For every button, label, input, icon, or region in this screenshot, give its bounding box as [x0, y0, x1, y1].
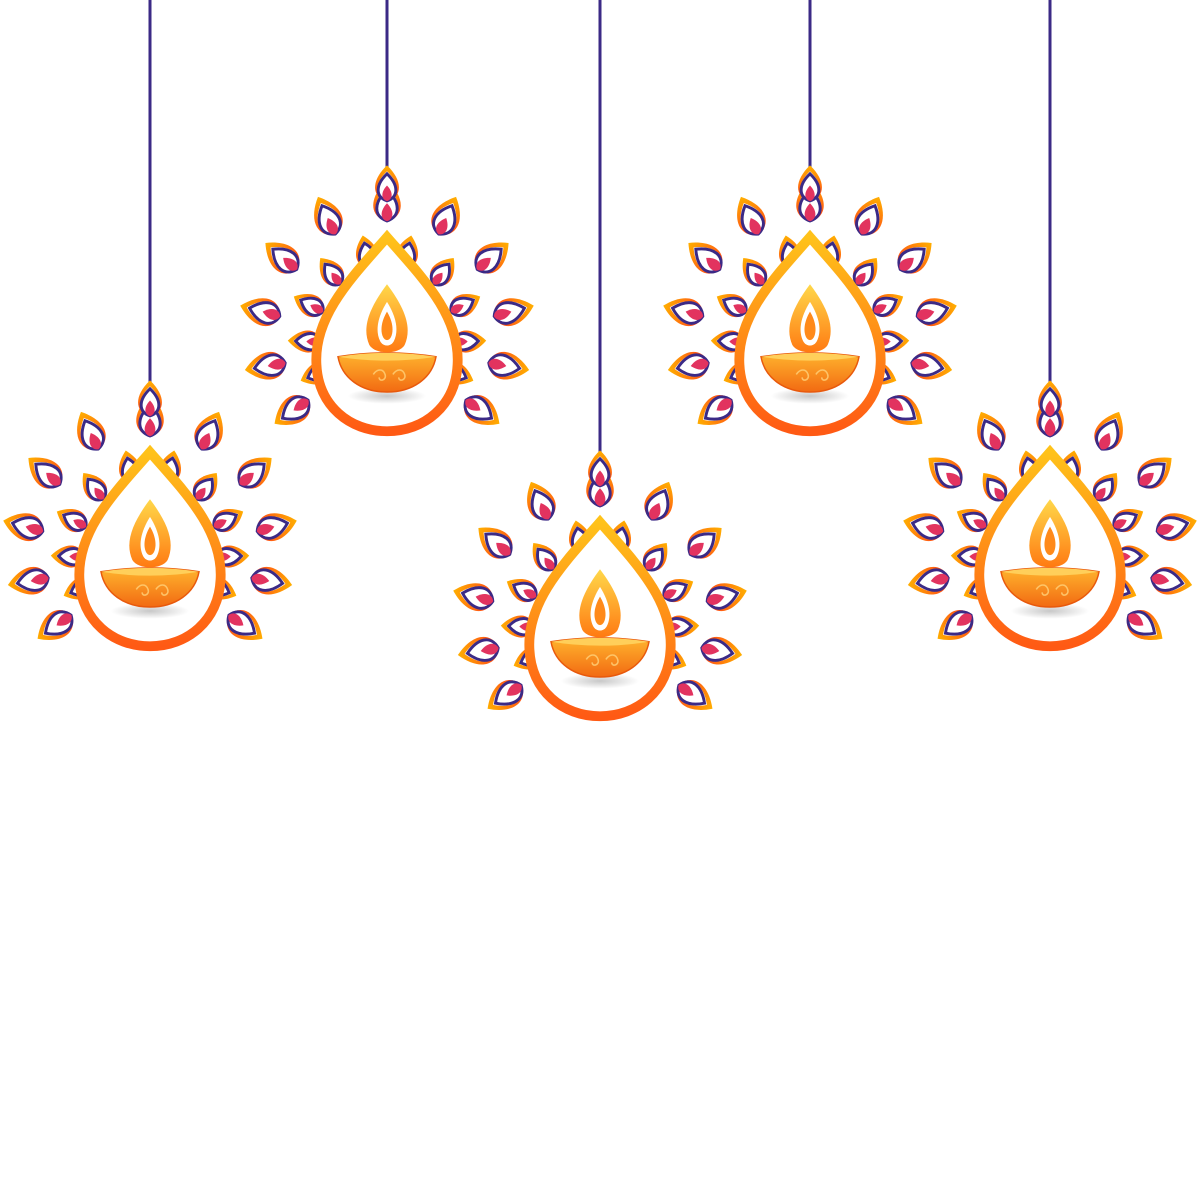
petal — [532, 543, 558, 572]
petal — [457, 636, 500, 665]
petal — [375, 165, 399, 203]
petal — [56, 509, 88, 532]
petal — [688, 242, 723, 274]
petal — [852, 258, 878, 287]
diya-lamp-icon — [1000, 567, 1100, 619]
petal — [431, 196, 460, 236]
petal — [138, 380, 162, 418]
petal — [663, 298, 705, 327]
petal — [937, 609, 974, 640]
petal — [676, 679, 713, 710]
petal-fan — [453, 450, 747, 710]
petal — [487, 679, 524, 710]
petal — [527, 481, 556, 521]
diya-lamp-icon — [337, 352, 437, 404]
petal — [903, 513, 945, 542]
petal — [244, 351, 287, 380]
petal — [429, 258, 455, 287]
petal — [319, 258, 345, 287]
petal — [798, 165, 822, 203]
petal — [1112, 509, 1144, 532]
petal — [854, 196, 883, 236]
petal-fan — [240, 165, 534, 425]
hanging-diya-lantern-4 — [663, 165, 957, 437]
petal — [226, 609, 263, 640]
petal — [3, 513, 45, 542]
flame-icon — [366, 284, 408, 353]
petal — [982, 473, 1008, 502]
petal — [642, 543, 668, 572]
petal — [1038, 380, 1062, 418]
flame-icon — [129, 499, 171, 568]
petal — [255, 513, 297, 542]
diya-lamp-icon — [760, 352, 860, 404]
petal — [907, 566, 950, 595]
diya-lamp-icon — [100, 567, 200, 619]
petal — [897, 242, 932, 274]
petal — [886, 394, 923, 425]
petal — [7, 566, 50, 595]
petal — [250, 566, 293, 595]
flame-icon — [579, 569, 621, 638]
petal — [700, 636, 743, 665]
petal — [1126, 609, 1163, 640]
petal — [667, 351, 710, 380]
hanging-diya-lantern-3 — [453, 450, 747, 722]
petal — [192, 473, 218, 502]
hanging-diya-lantern-5 — [903, 380, 1197, 652]
petal — [1155, 513, 1197, 542]
petal — [194, 411, 223, 451]
petal — [314, 196, 343, 236]
petal — [662, 579, 694, 602]
petal — [82, 473, 108, 502]
petal — [977, 411, 1006, 451]
hanging-strings — [148, 0, 1052, 478]
petal — [910, 351, 953, 380]
hanging-diya-lantern-2 — [240, 165, 534, 437]
petal — [449, 294, 481, 317]
petal — [28, 457, 63, 489]
petal — [687, 527, 722, 559]
petal-fan — [903, 380, 1197, 640]
petal — [915, 298, 957, 327]
petal — [265, 242, 300, 274]
petal — [1094, 411, 1123, 451]
petal — [492, 298, 534, 327]
petal — [716, 294, 748, 317]
petal — [478, 527, 513, 559]
petal — [293, 294, 325, 317]
petal — [212, 509, 244, 532]
petal — [506, 579, 538, 602]
petal — [697, 394, 734, 425]
petal — [37, 609, 74, 640]
petal — [737, 196, 766, 236]
petal — [274, 394, 311, 425]
petal — [742, 258, 768, 287]
petal — [77, 411, 106, 451]
petal — [1092, 473, 1118, 502]
petal — [644, 481, 673, 521]
petal — [1150, 566, 1193, 595]
hanging-diya-lantern-1 — [3, 380, 297, 652]
petal — [240, 298, 282, 327]
petal — [1137, 457, 1172, 489]
petal — [237, 457, 272, 489]
petal — [928, 457, 963, 489]
flame-icon — [1029, 499, 1071, 568]
petal — [453, 583, 495, 612]
petal — [872, 294, 904, 317]
petal — [588, 450, 612, 488]
diya-lamp-icon — [550, 637, 650, 689]
petal — [487, 351, 530, 380]
petal — [956, 509, 988, 532]
petal — [705, 583, 747, 612]
lanterns-group — [3, 165, 1197, 722]
flame-icon — [789, 284, 831, 353]
petal — [474, 242, 509, 274]
petal — [463, 394, 500, 425]
